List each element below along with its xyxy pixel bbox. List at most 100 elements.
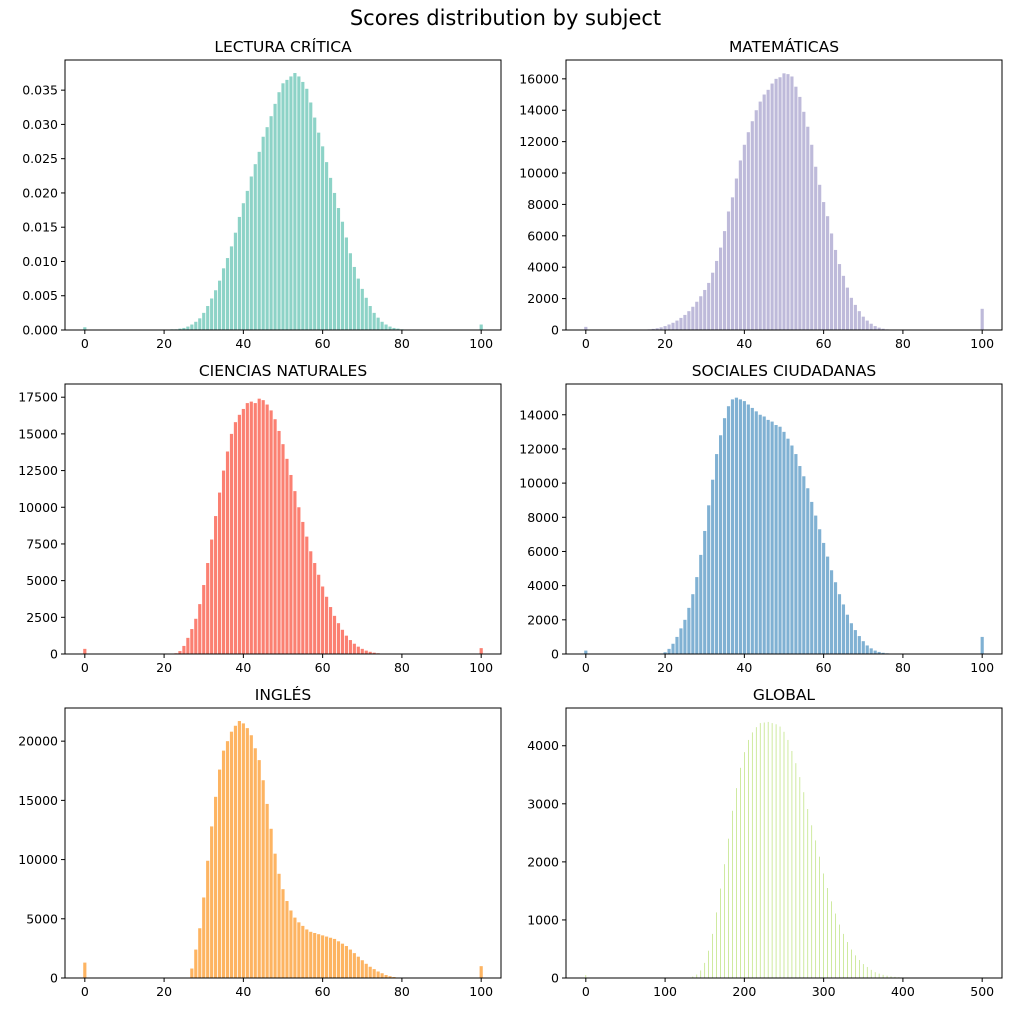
y-tick-label: 10000 [519, 166, 559, 181]
bar [771, 723, 773, 978]
axes-frame [64, 383, 502, 655]
bar [751, 732, 753, 978]
panel-title: MATEMÁTICAS [729, 37, 839, 56]
bar [328, 607, 333, 654]
bar [783, 731, 785, 978]
axes-frame [565, 707, 1003, 979]
bar [348, 253, 352, 330]
bar [738, 160, 742, 330]
bar [719, 247, 723, 330]
bar [881, 328, 885, 330]
bar [845, 614, 849, 654]
y-tick-label: 4000 [527, 738, 559, 753]
bar [857, 311, 861, 330]
x-tick-label: 80 [394, 660, 410, 675]
bar [815, 840, 817, 978]
bar [720, 888, 721, 978]
bar [372, 312, 376, 330]
bar [787, 739, 789, 978]
bar [301, 81, 305, 331]
bar [671, 643, 675, 654]
bar [289, 910, 293, 978]
y-tick-label: 5000 [26, 911, 58, 926]
bar [372, 652, 376, 654]
bar [758, 101, 762, 330]
bar [841, 275, 846, 330]
bar [807, 809, 809, 978]
bar [249, 176, 253, 330]
bar [218, 492, 222, 654]
x-tick-label: 40 [736, 660, 752, 675]
bar [210, 826, 214, 978]
bar [798, 96, 802, 330]
bar [794, 86, 798, 330]
bar [190, 629, 194, 654]
bar [835, 913, 836, 978]
bar [894, 976, 896, 978]
bar [317, 132, 321, 330]
bar [229, 246, 234, 330]
bar [782, 431, 786, 654]
bar [692, 976, 694, 978]
panel-5: GLOBAL 0 100 200 300 400 500 0 1000 2000 3000 4000 [527, 686, 1003, 999]
bar [704, 962, 706, 978]
bar [667, 324, 671, 330]
x-tick-label: 60 [816, 336, 832, 351]
y-tick-label: 20000 [18, 734, 58, 749]
bar [245, 190, 249, 330]
bar [301, 521, 305, 654]
bar [687, 311, 691, 330]
bar [285, 79, 289, 331]
bar [206, 563, 210, 654]
y-tick-label: 6000 [527, 228, 559, 243]
x-tick-label: 0 [582, 984, 590, 999]
bar [257, 760, 261, 978]
bar [869, 323, 873, 330]
bar [186, 637, 190, 654]
y-tick-label: 8000 [527, 197, 559, 212]
bar [763, 722, 765, 978]
bar [795, 763, 797, 978]
bar [853, 304, 857, 330]
x-tick-label: 100 [653, 984, 677, 999]
bar [352, 953, 356, 978]
bar [281, 889, 285, 978]
bar [712, 933, 713, 978]
x-tick-label: 500 [970, 984, 994, 999]
x-tick-label: 0 [582, 336, 590, 351]
bar [746, 132, 750, 330]
bar-series [584, 73, 984, 331]
panel-title: INGLÉS [255, 685, 311, 704]
bar [360, 288, 364, 330]
bar [786, 438, 790, 654]
x-tick-label: 40 [235, 336, 251, 351]
bar [340, 629, 345, 654]
bar-series [83, 73, 483, 331]
bar [774, 78, 778, 330]
axes-frame [64, 59, 502, 331]
bar [831, 901, 832, 978]
bar [356, 278, 360, 330]
bar [285, 901, 289, 978]
bar [277, 430, 281, 654]
y-tick-label: 8000 [527, 510, 559, 525]
bar [585, 975, 587, 978]
x-tick-label: 100 [469, 984, 493, 999]
bar [380, 321, 384, 330]
bar [750, 121, 754, 330]
bar [225, 258, 230, 330]
y-tick-label: 0.015 [22, 220, 58, 235]
y-tick-label: 2000 [527, 291, 559, 306]
bar [711, 272, 715, 330]
bar [744, 752, 745, 978]
bar [309, 931, 313, 978]
figure-suptitle: Scores distribution by subject [350, 6, 661, 30]
bar [396, 328, 400, 330]
x-tick-label: 40 [736, 336, 752, 351]
bar [822, 542, 826, 654]
x-tick-label: 0 [81, 336, 89, 351]
y-tick-label: 0.035 [22, 83, 58, 98]
bar [253, 748, 257, 978]
y-tick-label: 0 [551, 323, 559, 338]
y-tick-label: 2500 [26, 610, 58, 625]
